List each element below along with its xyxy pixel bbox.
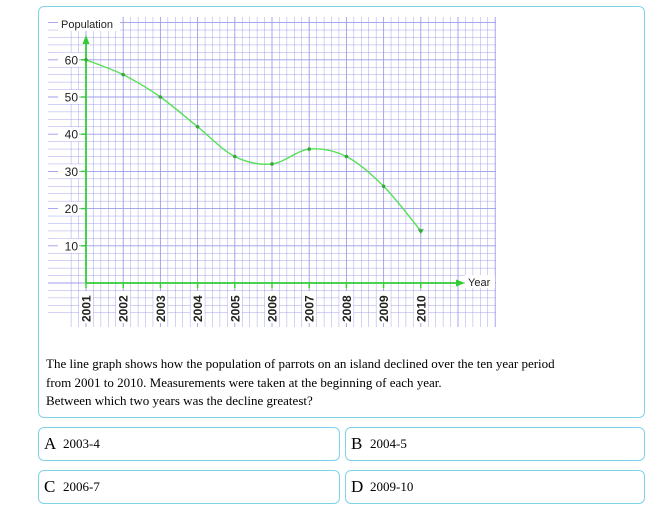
x-tick-label: 2006	[266, 295, 280, 322]
x-tick-label-background	[302, 291, 317, 323]
option-letter: D	[351, 477, 364, 496]
option-b-button[interactable]: B 2004-5	[345, 427, 645, 461]
data-point	[158, 95, 163, 99]
x-tick-label: 2008	[340, 295, 354, 322]
data-point	[270, 162, 274, 166]
question-line: The line graph shows how the population …	[46, 356, 555, 371]
x-tick-label-background	[413, 291, 428, 323]
x-axis	[86, 279, 465, 287]
question-line: Between which two years was the decline …	[46, 393, 313, 408]
data-point	[344, 154, 349, 159]
y-tick-label: 30	[65, 165, 79, 179]
y-tick-label: 60	[65, 53, 79, 67]
question-line: from 2001 to 2010. Measurements were tak…	[46, 374, 442, 390]
x-tick-label: 2002	[117, 295, 131, 322]
x-tick-label: 2001	[80, 295, 94, 322]
data-point	[195, 124, 200, 129]
series-end-arrow	[417, 228, 424, 234]
y-tick-label: 10	[65, 239, 79, 253]
option-letter: A	[44, 434, 57, 453]
option-a-button[interactable]: A 2003-4	[38, 427, 340, 461]
y-axis	[82, 35, 90, 283]
x-tick-label-background	[116, 291, 131, 323]
data-point	[121, 72, 125, 77]
y-tick-label: 40	[65, 128, 79, 142]
option-c-button[interactable]: C 2006-7	[38, 470, 340, 504]
series-line	[85, 59, 422, 232]
option-text: 2009-10	[370, 479, 414, 494]
data-point	[84, 58, 88, 62]
y-tick-label: 50	[65, 91, 79, 105]
x-tick-label: 2005	[228, 295, 242, 322]
data-point	[381, 184, 386, 189]
x-axis-label: Year	[468, 277, 491, 289]
x-tick-label-background	[339, 291, 354, 323]
y-axis-arrow	[82, 35, 90, 44]
y-tick-label-background	[58, 238, 79, 253]
option-text: 2004-5	[370, 436, 407, 451]
x-tick-label-background	[227, 291, 242, 323]
option-text: 2006-7	[63, 479, 100, 494]
x-tick-label: 2004	[191, 295, 205, 322]
x-tick-label-background	[190, 291, 205, 323]
data-points	[84, 58, 424, 234]
x-tick-label: 2010	[414, 295, 428, 322]
y-tick-label-background	[58, 164, 79, 179]
option-d-button[interactable]: D 2009-10	[345, 470, 645, 504]
y-tick-label-background	[58, 90, 79, 104]
x-tick-label-background	[153, 291, 168, 323]
y-tick-label-background	[58, 127, 79, 142]
data-point	[233, 154, 237, 159]
y-tick-label: 20	[65, 202, 79, 216]
option-text: 2003-4	[63, 436, 100, 451]
x-tick-label: 2003	[154, 295, 168, 322]
x-tick-label-background	[79, 291, 93, 323]
y-axis-label-background	[58, 17, 120, 31]
question-text: The line graph shows how the population …	[46, 355, 636, 411]
option-letter: C	[44, 477, 56, 496]
x-axis-arrow	[456, 279, 465, 287]
option-letter: B	[351, 434, 363, 453]
x-tick-label: 2007	[303, 295, 317, 322]
data-point	[307, 147, 312, 151]
y-tick-label-background	[58, 52, 79, 67]
x-ticks: 2001 2002 2003 2004 2005 2006 2007 2008 2009 2010	[79, 283, 428, 323]
x-axis-label-background	[465, 275, 495, 288]
x-tick-label-background	[265, 291, 279, 323]
x-tick-label: 2009	[377, 295, 391, 322]
y-ticks: 10 20 30 40 50 60	[58, 52, 86, 253]
grid-minor	[48, 17, 496, 327]
x-tick-label-background	[376, 291, 391, 323]
y-tick-label-background	[58, 201, 79, 216]
y-axis-label: Population	[61, 19, 113, 31]
